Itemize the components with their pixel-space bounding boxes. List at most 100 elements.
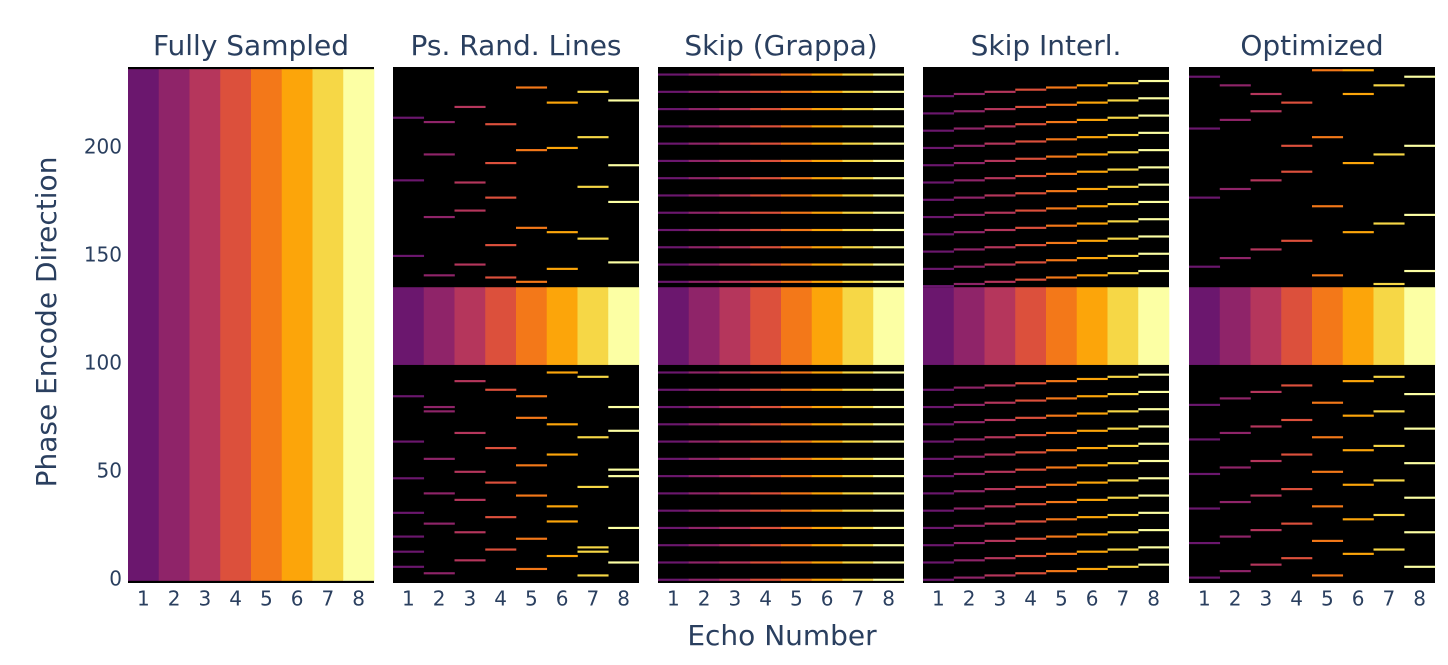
sampled-line [953,421,985,424]
sampled-line [1312,136,1344,139]
sampled-line [516,86,548,89]
sampled-line [1404,427,1436,430]
sampled-line [811,561,843,564]
sampled-line [811,194,843,197]
sampled-line [781,280,813,283]
sampled-line [1076,101,1108,104]
sampled-line [1138,511,1170,514]
sampled-line [1138,494,1170,497]
sampled-line [1076,274,1108,277]
sampled-line [658,73,690,76]
sampled-line [1015,416,1047,419]
sampled-line [658,578,690,581]
sampled-line [984,159,1016,162]
sampled-line [873,194,905,197]
sampled-line [688,125,720,128]
sampled-line [1219,256,1251,260]
sampled-line [781,177,813,180]
sampled-line [688,578,720,581]
sampled-line [1138,79,1170,83]
sampled-line [1015,261,1047,264]
sampled-block [1342,287,1374,365]
sampled-line [873,509,905,512]
sampled-line [953,265,985,268]
sampled-line [811,142,843,145]
sampled-line [1373,375,1405,378]
sampled-line [454,209,486,212]
sampled-line [1189,576,1221,579]
sampled-line [1138,442,1170,445]
sampled-line [1015,503,1047,506]
sampled-line [873,492,905,495]
sampled-line [658,228,690,232]
sampled-line [923,233,955,236]
sampled-line [608,164,640,167]
sampled-line [1404,269,1436,273]
sampled-line [1076,187,1108,191]
sampled-line [984,177,1016,180]
sampled-line [1015,278,1047,281]
sampled-line [658,246,690,249]
sampled-line [873,561,905,564]
sampled-line [1342,231,1374,234]
sampled-line [688,159,720,162]
panel-title: Skip (Grappa) [684,29,877,62]
sampled-line [1138,408,1170,411]
sampled-line [688,561,720,564]
sampled-line [923,95,955,98]
x-tick-label: 7 [1117,587,1130,611]
sampled-line [781,578,813,581]
sampled-block [1107,287,1139,365]
sampled-line [1015,485,1047,489]
sampled-line [1312,205,1344,208]
x-tick-label: 7 [322,587,335,611]
sampled-line [923,509,955,512]
sampled-line [719,263,751,266]
sampled-line [454,380,486,383]
sampled-line [842,263,874,266]
sampled-line [719,125,751,128]
sampled-line [1138,166,1170,169]
sampled-line [984,539,1016,542]
sampled-line [485,161,517,165]
sampled-line [1138,269,1170,273]
sampled-line [1046,466,1078,469]
panel-title: Fully Sampled [153,29,349,62]
sampled-line [750,405,782,409]
sampled-line [485,446,517,450]
sampled-line [688,440,720,443]
sampled-line [719,457,751,460]
sampled-line [719,246,751,249]
sampled-line [546,520,578,523]
sampled-line [393,254,425,257]
sampled-block [1046,287,1078,365]
sampled-line [1076,429,1108,432]
sampled-line [1015,451,1047,454]
sampled-line [658,90,690,93]
sampled-line [842,475,874,478]
sampled-block [158,69,190,581]
sampled-line [1076,567,1108,571]
sampled-block [719,287,751,365]
sampled-line [1138,149,1170,152]
sampled-line [1076,205,1108,208]
sampled-line [873,544,905,547]
sampled-line [688,509,720,512]
sampled-line [923,526,955,530]
sampled-line [658,457,690,460]
sampled-line [688,90,720,93]
sampled-line [1076,446,1108,450]
sampled-line [1107,375,1139,378]
sampled-line [1015,123,1047,126]
sampled-line [984,125,1016,128]
sampled-line [1015,468,1047,471]
y-tick-label: 50 [97,458,122,482]
sampled-line [608,261,640,264]
sampled-line [923,250,955,253]
sampled-line [873,440,905,443]
sampled-line [1046,535,1078,538]
sampled-line [688,492,720,495]
sampled-line [750,440,782,443]
sampled-line [750,578,782,581]
sampled-line [1015,537,1047,540]
